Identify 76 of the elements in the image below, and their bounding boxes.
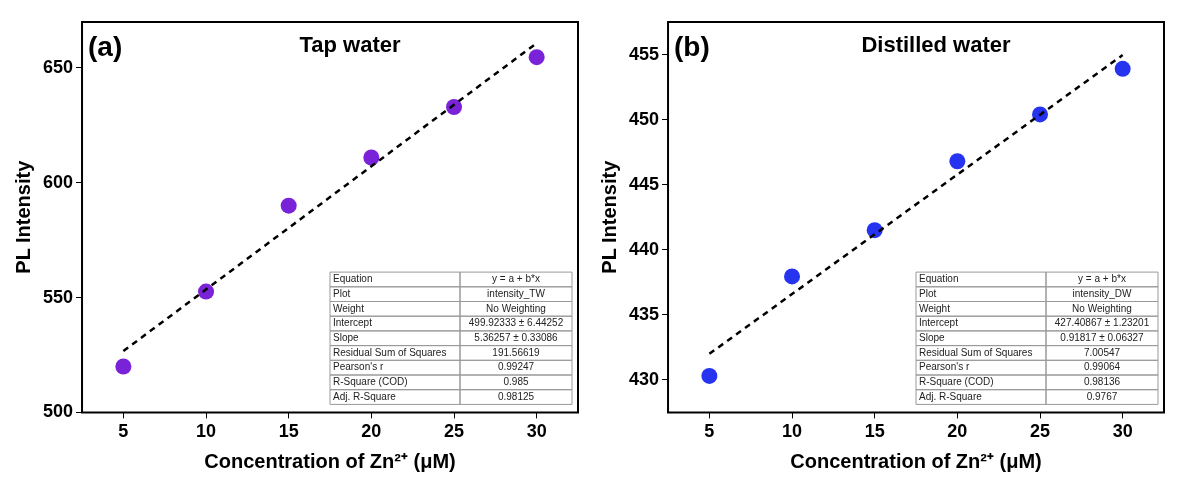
y-tick-label: 445 (628, 173, 660, 194)
point (1114, 60, 1131, 77)
x-tick-label: 20 (361, 421, 382, 442)
annotation: Slope (919, 332, 946, 343)
y-tick-label: 440 (628, 238, 660, 259)
y-tick-label: 550 (42, 286, 74, 307)
annotation: Pearson's r (333, 361, 384, 373)
y-tick-label: 500 (42, 401, 74, 422)
annotation: 191.56619 (492, 346, 541, 358)
x-tick-label: 25 (1029, 421, 1051, 442)
annotation: Equation (333, 273, 373, 285)
annotation: 0.985 (503, 376, 529, 388)
annotation: Adj. R-Square (919, 390, 983, 402)
annotation: No Weighting (486, 302, 546, 314)
annotation: Weight (333, 302, 365, 314)
y-tick-label: 650 (42, 56, 74, 77)
annotation: Intercept (919, 317, 959, 329)
annotation: R-Square (COD) (333, 376, 408, 388)
annotation: (a) (88, 30, 123, 62)
annotation: Plot (333, 287, 351, 299)
point (363, 149, 380, 166)
x-tick-label: 30 (1112, 421, 1133, 442)
y-tick-label: 430 (628, 368, 660, 389)
point (446, 98, 463, 115)
annotation: y = a + b*x (1078, 273, 1126, 285)
x-tick-label: 25 (443, 421, 465, 442)
annotation: 0.99064 (1083, 361, 1121, 373)
annotation: 427.40867 ± 1.23201 (1054, 317, 1150, 329)
annotation: Equation (919, 273, 959, 285)
x-tick-label: 10 (782, 421, 803, 442)
x-tick-label: 5 (704, 421, 715, 442)
annotation: Weight (919, 302, 951, 314)
y-tick-label: 435 (628, 303, 660, 324)
annotation: 5.36257 ± 0.33086 (474, 332, 559, 343)
annotation: Residual Sum of Squares (333, 346, 447, 358)
x-tick-label: 30 (526, 421, 547, 442)
annotation: intensity_DW (1072, 287, 1133, 299)
annotation: 0.98125 (497, 390, 535, 402)
x-tick-label: 15 (864, 421, 885, 442)
x-axis-title: Concentration of Zn²⁺ (μM) (204, 449, 456, 472)
x-tick-label: 10 (196, 421, 217, 442)
annotation: No Weighting (1072, 302, 1132, 314)
x-tick-label: 15 (278, 421, 299, 442)
x-tick-label: 20 (947, 421, 968, 442)
x-axis-title: Concentration of Zn²⁺ (μM) (790, 449, 1042, 472)
annotation: Plot (919, 287, 937, 299)
annotation: 0.99247 (497, 361, 535, 373)
y-tick-label: 600 (42, 171, 74, 192)
point (701, 367, 718, 384)
x-tick-label: 5 (118, 421, 129, 442)
annotation: R-Square (COD) (919, 376, 994, 388)
annotation: 0.9767 (1086, 390, 1118, 402)
annotation: Pearson's r (919, 361, 970, 373)
text: Distilled water (861, 32, 1012, 58)
annotation: Adj. R-Square (333, 390, 397, 402)
annotation: y = a + b*x (492, 273, 540, 285)
point (528, 49, 545, 66)
point (949, 153, 966, 170)
text: Tap water (299, 32, 401, 58)
point (198, 283, 215, 300)
annotation: intensity_TW (487, 287, 546, 299)
annotation: 0.98136 (1083, 376, 1121, 388)
point (280, 197, 297, 214)
annotation: Residual Sum of Squares (919, 346, 1033, 358)
y-axis-title: PL Intensity (11, 159, 34, 274)
annotation: 0.91817 ± 0.06327 (1060, 332, 1145, 343)
annotation: Slope (333, 332, 360, 343)
annotation: Intercept (333, 317, 373, 329)
y-axis-title: PL Intensity (597, 159, 620, 274)
y-tick-label: 455 (628, 43, 660, 64)
point (115, 358, 132, 375)
annotation: 499.92333 ± 6.44252 (468, 317, 564, 329)
point (784, 268, 801, 285)
annotation: 7.00547 (1083, 346, 1121, 358)
y-tick-label: 450 (628, 108, 660, 129)
annotation: (b) (674, 30, 710, 62)
